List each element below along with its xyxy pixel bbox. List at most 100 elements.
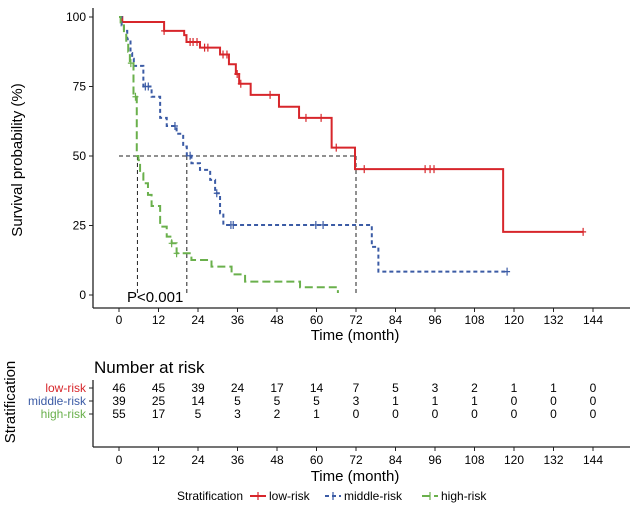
legend-label: high-risk [441,489,487,503]
survival-curve-low-risk [119,16,584,233]
risk-count: 0 [590,381,597,395]
series-middle-risk [119,16,511,276]
censor-mark [127,59,134,68]
censor-mark [168,239,175,248]
legend-title: Stratification [177,489,243,503]
y-tick-label: 0 [79,288,86,302]
risk-table-x-tick-label: 60 [310,453,324,467]
risk-count: 24 [231,381,245,395]
censor-mark [312,220,319,229]
y-tick-label: 25 [73,219,87,233]
censor-mark [320,220,327,229]
censor-mark [132,92,139,101]
legend-item-middle-risk: middle-risk [325,489,403,503]
risk-count: 5 [313,394,320,408]
risk-count: 3 [234,407,241,421]
risk-count: 46 [112,381,126,395]
risk-count: 0 [550,407,557,421]
censor-mark [431,165,438,174]
legend-item-high-risk: high-risk [422,489,487,503]
risk-count: 7 [353,381,360,395]
risk-count: 14 [310,381,324,395]
series-low-risk [119,16,587,236]
x-tick-label: 84 [389,313,403,327]
censor-mark [361,165,368,174]
risk-count: 0 [432,407,439,421]
risk-count: 2 [274,407,281,421]
risk-table-x-tick-label: 48 [270,453,284,467]
x-tick-label: 0 [116,313,123,327]
risk-table-title: Number at risk [94,358,205,377]
x-tick-label: 108 [464,313,484,327]
legend-label: low-risk [269,489,311,503]
censor-mark [145,82,152,91]
survival-plot: 0 25 50 75 100 0 12 24 36 48 60 72 84 96 108 120 132 144 [66,8,630,327]
risk-count: 0 [590,407,597,421]
p-value-annotation: P<0.001 [127,289,183,306]
legend: Stratification low-risk middle-risk high-ri… [177,489,487,503]
risk-row-label: middle-risk [28,394,87,408]
risk-count: 0 [511,394,518,408]
x-tick-label: 132 [543,313,563,327]
risk-table-x-tick-label: 12 [152,453,166,467]
y-tick-label: 75 [73,80,87,94]
censor-mark [194,38,201,47]
risk-table-x-tick-label: 96 [428,453,442,467]
risk-count: 3 [432,381,439,395]
risk-count: 1 [392,394,399,408]
risk-table-x-tick-label: 108 [464,453,484,467]
risk-count: 1 [550,381,557,395]
y-tick-label: 50 [73,149,87,163]
risk-count: 1 [432,394,439,408]
risk-count: 3 [353,394,360,408]
censor-mark [267,90,274,99]
risk-table-x-tick-label: 132 [543,453,563,467]
legend-item-low-risk: low-risk [250,489,311,503]
risk-count: 1 [313,407,320,421]
risk-count: 5 [274,394,281,408]
censor-mark [204,43,211,52]
y-axis-label: Survival probability (%) [9,83,26,236]
risk-table-x-tick-label: 36 [231,453,245,467]
risk-table-y-label: Stratification [2,361,19,444]
censor-mark [173,249,180,258]
risk-row-label: high-risk [41,407,87,421]
x-tick-label: 12 [152,313,166,327]
risk-table-x-tick-label: 120 [504,453,524,467]
risk-count: 5 [234,394,241,408]
x-tick-label: 36 [231,313,245,327]
x-tick-label: 120 [504,313,524,327]
risk-table-x-tick-label: 72 [349,453,363,467]
risk-table-x-tick-label: 24 [191,453,205,467]
risk-count: 5 [392,381,399,395]
censor-mark [234,69,241,78]
risk-count: 1 [471,394,478,408]
risk-count: 39 [112,394,126,408]
risk-count: 0 [392,407,399,421]
risk-count: 55 [112,407,126,421]
x-tick-label: 96 [428,313,442,327]
risk-count: 39 [191,381,205,395]
censor-mark [302,113,309,122]
censor-mark [333,143,340,152]
risk-table-x-tick-label: 144 [583,453,603,467]
censor-mark [580,227,587,236]
risk-row-label: low-risk [45,381,87,395]
x-tick-label: 72 [349,313,363,327]
censor-mark [213,189,220,198]
censor-mark [318,113,325,122]
risk-count: 14 [191,394,205,408]
series-high-risk [119,16,339,294]
censor-mark [171,121,178,130]
x-tick-label: 144 [583,313,603,327]
risk-count: 0 [353,407,360,421]
risk-count: 17 [152,407,166,421]
risk-count: 45 [152,381,166,395]
risk-count: 0 [471,407,478,421]
x-axis-label: Time (month) [311,327,400,344]
censor-mark [223,50,230,59]
risk-table-x-label: Time (month) [311,468,400,485]
